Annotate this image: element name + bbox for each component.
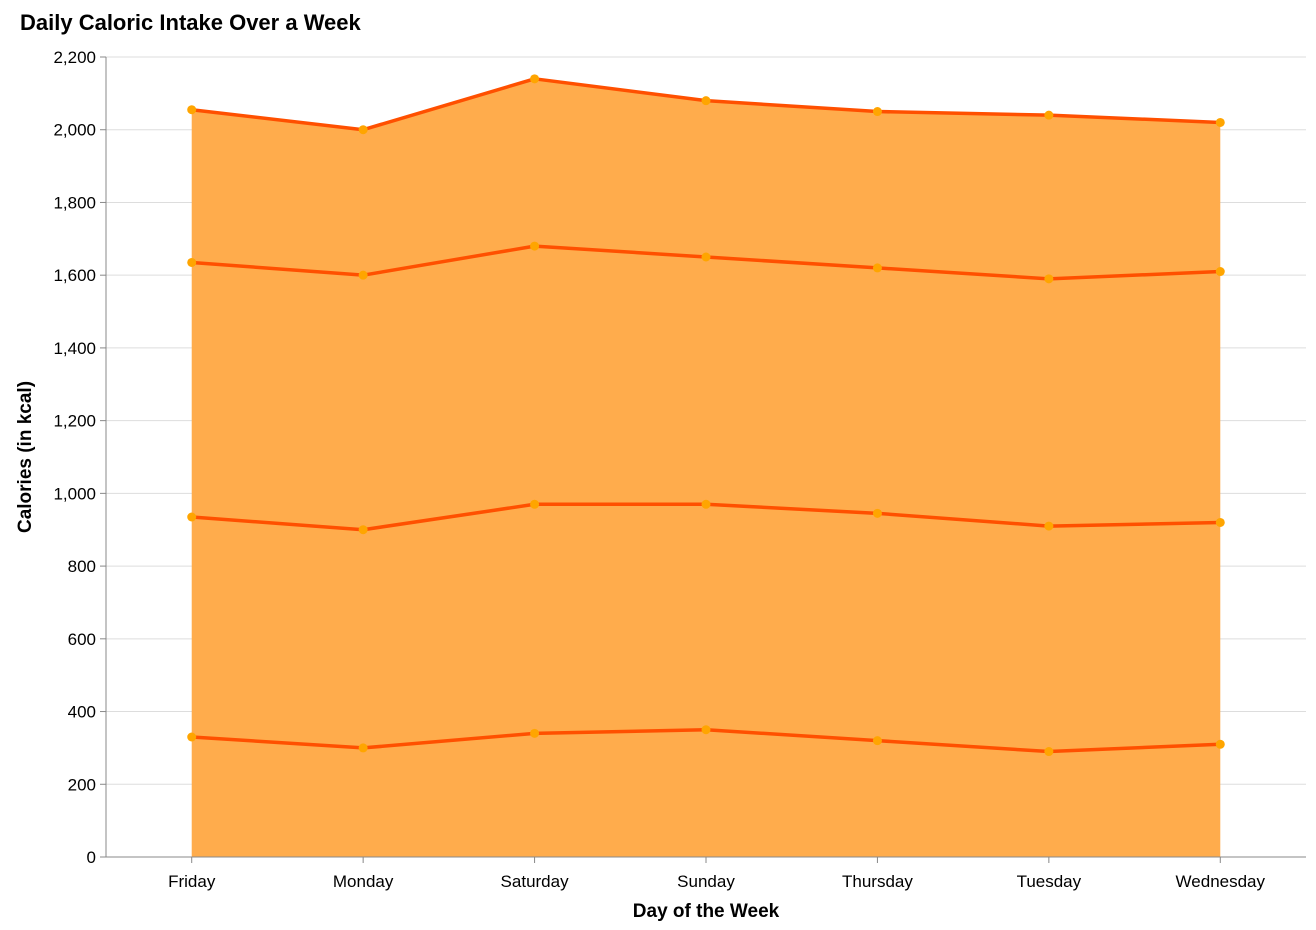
axes: 0 200 400 600 800 1,000 1,200 1,400 1,600 1,800 2,…	[53, 48, 1306, 891]
data-point-0-6	[1215, 739, 1225, 749]
data-point-1-5	[1044, 521, 1054, 531]
data-point-0-4	[872, 736, 882, 746]
data-point-3-0	[187, 105, 197, 115]
y-tick-label-8: 1,600	[53, 266, 96, 285]
data-point-2-6	[1215, 267, 1225, 277]
data-point-3-6	[1215, 117, 1225, 127]
y-axis-title: Calories (in kcal)	[15, 381, 36, 533]
x-axis-title: Day of the Week	[633, 901, 780, 922]
x-tick-label-6: Wednesday	[1176, 872, 1266, 891]
y-tick-label-1: 200	[68, 775, 96, 794]
area-fill	[191, 78, 1221, 858]
y-tick-label-6: 1,200	[53, 412, 96, 431]
data-point-1-4	[872, 508, 882, 518]
x-tick-label-2: Saturday	[501, 872, 570, 891]
y-tick-label-10: 2,000	[53, 121, 96, 140]
y-tick-label-3: 600	[68, 630, 96, 649]
data-point-0-3	[701, 725, 711, 735]
series-points	[187, 74, 1225, 757]
data-point-2-3	[701, 252, 711, 262]
data-point-2-4	[872, 263, 882, 273]
y-tick-label-0: 0	[87, 848, 96, 867]
data-point-2-1	[358, 270, 368, 280]
data-point-0-0	[187, 732, 197, 742]
x-tick-label-3: Sunday	[677, 872, 735, 891]
area-layer	[191, 78, 1221, 858]
y-tick-label-2: 400	[68, 703, 96, 722]
y-tick-label-4: 800	[68, 557, 96, 576]
y-tick-label-7: 1,400	[53, 339, 96, 358]
data-point-2-5	[1044, 274, 1054, 284]
data-point-1-3	[701, 499, 711, 509]
data-point-3-2	[530, 74, 540, 84]
y-tick-label-11: 2,200	[53, 48, 96, 67]
data-point-3-4	[872, 107, 882, 117]
data-point-3-5	[1044, 110, 1054, 120]
x-tick-label-0: Friday	[168, 872, 216, 891]
data-point-1-2	[530, 499, 540, 509]
chart-title: Daily Caloric Intake Over a Week	[20, 10, 362, 35]
data-point-1-1	[358, 525, 368, 535]
data-point-0-1	[358, 743, 368, 753]
x-tick-label-5: Tuesday	[1017, 872, 1082, 891]
data-point-3-3	[701, 96, 711, 106]
data-point-1-6	[1215, 517, 1225, 527]
data-point-3-1	[358, 125, 368, 135]
y-tick-label-5: 1,000	[53, 484, 96, 503]
data-point-0-5	[1044, 747, 1054, 757]
data-point-2-0	[187, 257, 197, 267]
x-tick-label-1: Monday	[333, 872, 394, 891]
data-point-1-0	[187, 512, 197, 522]
y-tick-label-9: 1,800	[53, 193, 96, 212]
data-point-2-2	[530, 241, 540, 251]
x-tick-label-4: Thursday	[842, 872, 913, 891]
data-point-0-2	[530, 728, 540, 738]
